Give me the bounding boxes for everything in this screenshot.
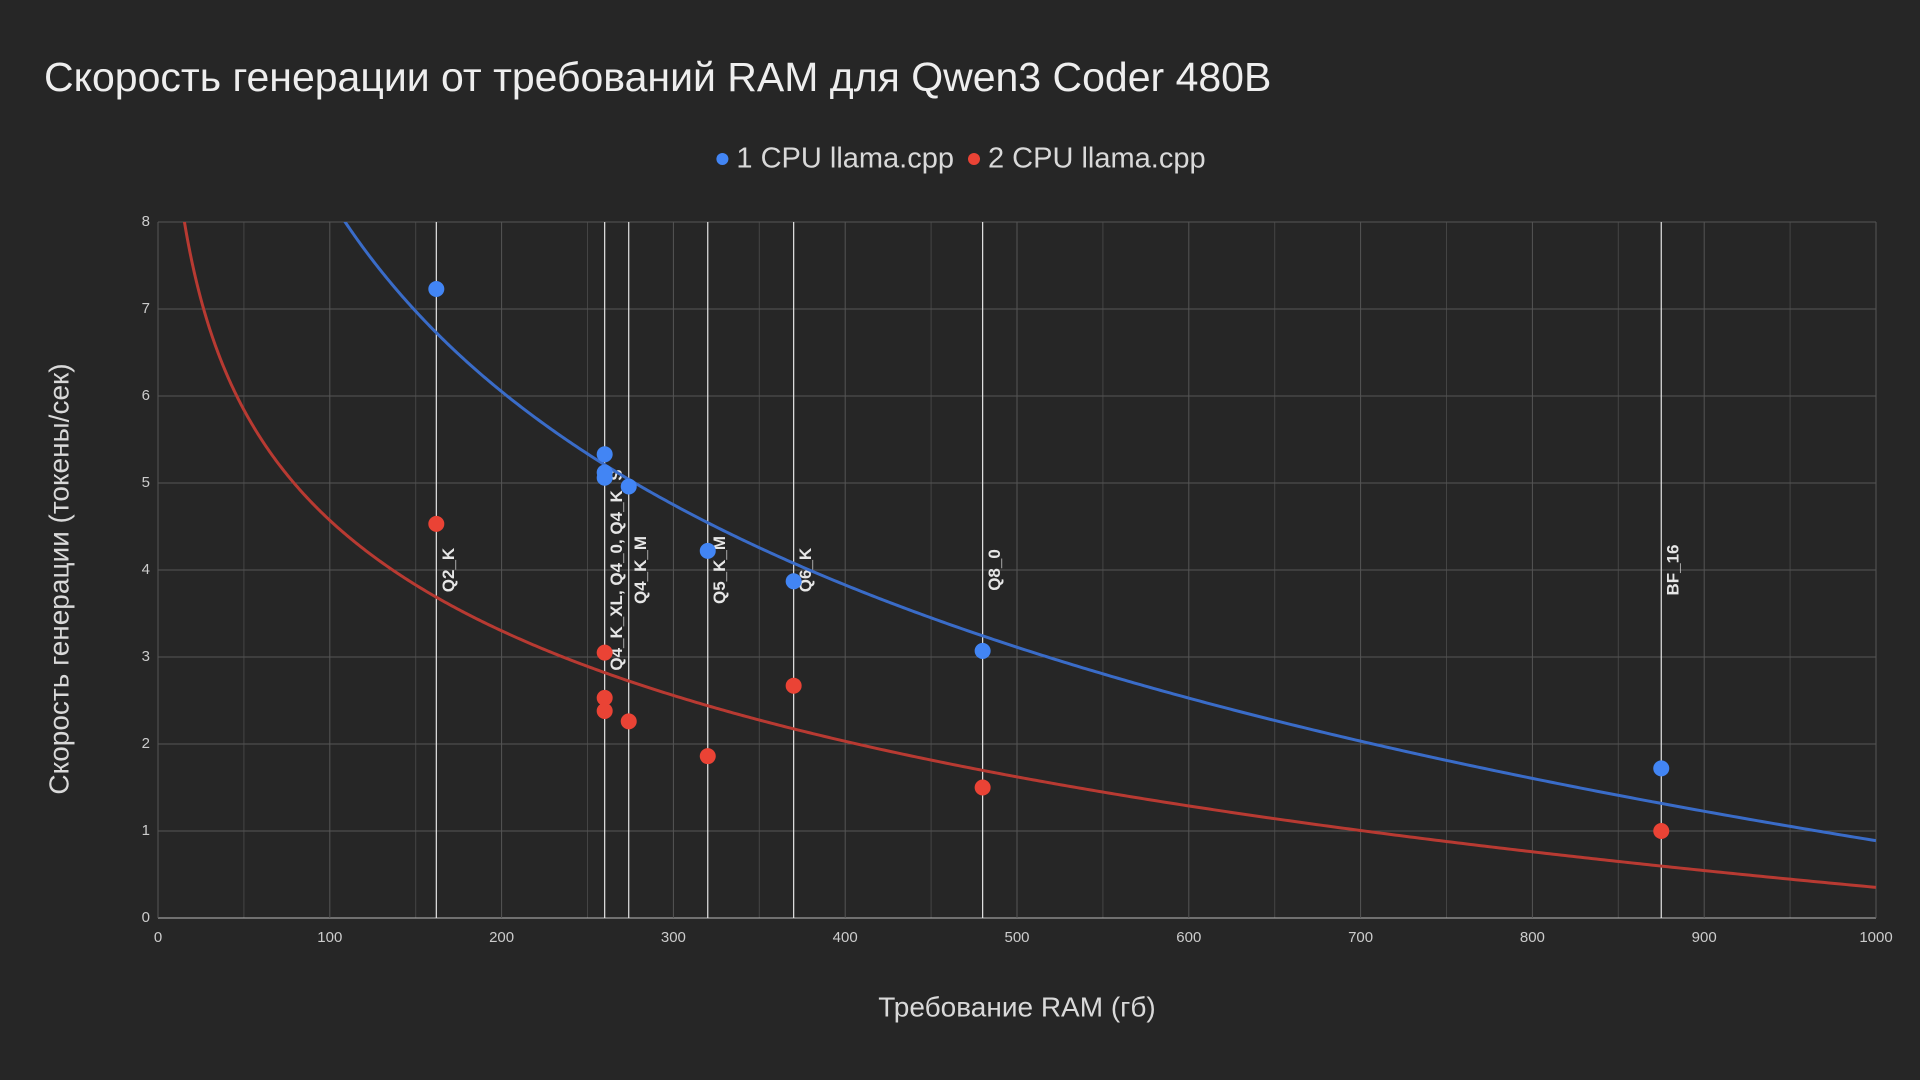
x-tick-label: 300 bbox=[661, 929, 686, 946]
y-tick-label: 7 bbox=[142, 300, 150, 317]
point bbox=[620, 713, 637, 730]
x-tick-label: 0 bbox=[154, 929, 162, 946]
x-tick-label: 400 bbox=[833, 929, 858, 946]
y-tick-label: 5 bbox=[142, 474, 150, 491]
y-tick-label: 1 bbox=[142, 822, 150, 839]
trendline bbox=[182, 222, 1876, 889]
y-tick-label: 3 bbox=[142, 648, 150, 665]
point bbox=[785, 573, 802, 590]
x-tick-label: 100 bbox=[317, 929, 342, 946]
x-axis-title: Требование RAM (гб) bbox=[878, 991, 1155, 1022]
legend: 1 CPU llama.cpp 2 CPU llama.cpp bbox=[716, 143, 1206, 175]
x-tick-label: 800 bbox=[1520, 929, 1545, 946]
annotation-label: Q2_K bbox=[439, 547, 458, 592]
point bbox=[596, 689, 613, 706]
point bbox=[699, 542, 716, 559]
point bbox=[428, 280, 445, 297]
annotation-label: BF_16 bbox=[1664, 544, 1683, 595]
x-tick-label: 200 bbox=[489, 929, 514, 946]
x-tick-label: 700 bbox=[1348, 929, 1373, 946]
point bbox=[974, 779, 991, 796]
legend-marker bbox=[716, 153, 729, 165]
trendline bbox=[343, 222, 1876, 843]
legend-marker bbox=[968, 153, 980, 165]
y-tick-label: 6 bbox=[142, 387, 150, 404]
y-tick-label: 8 bbox=[142, 213, 150, 230]
y-tick-label: 0 bbox=[142, 909, 150, 926]
legend-label: 1 CPU llama.cpp bbox=[736, 143, 954, 175]
point bbox=[1653, 760, 1670, 777]
x-tick-label: 1000 bbox=[1859, 929, 1892, 946]
point bbox=[596, 446, 613, 463]
x-tick-label: 600 bbox=[1176, 929, 1201, 946]
y-tick-label: 2 bbox=[142, 735, 150, 752]
point bbox=[428, 515, 445, 532]
point bbox=[699, 748, 716, 765]
point bbox=[620, 478, 637, 495]
x-tick-label: 500 bbox=[1004, 929, 1029, 946]
point bbox=[974, 642, 991, 659]
point bbox=[596, 702, 613, 719]
chart-title: Скорость генерации от требований RAM для… bbox=[44, 54, 1271, 100]
x-tick-label: 900 bbox=[1692, 929, 1717, 946]
point bbox=[596, 469, 613, 486]
annotation-label: Q4_K_XL, Q4_0, Q4_K_S bbox=[607, 469, 626, 670]
annotation-label: Q8_0 bbox=[985, 549, 1004, 591]
trendlines bbox=[182, 222, 1876, 889]
point bbox=[1653, 823, 1670, 839]
point bbox=[785, 677, 802, 694]
point bbox=[596, 644, 613, 661]
y-tick-label: 4 bbox=[142, 561, 150, 578]
y-axis-title: Скорость генерации (токены/сек) bbox=[43, 363, 74, 794]
legend-label: 2 CPU llama.cpp bbox=[988, 143, 1206, 175]
annotation-label: Q4_K_M bbox=[631, 536, 650, 604]
